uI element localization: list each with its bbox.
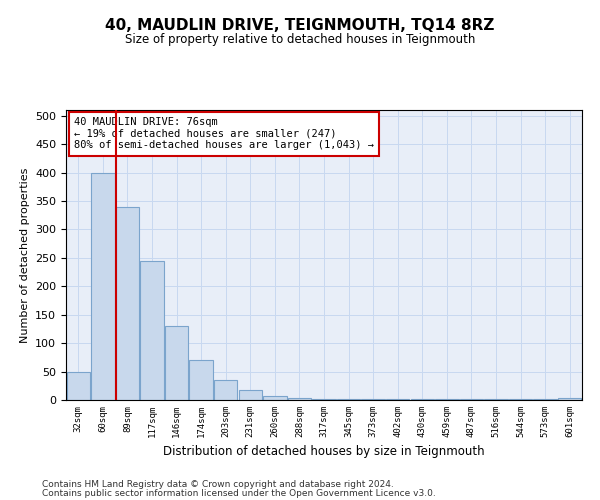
Bar bbox=[190, 360, 213, 400]
Text: Size of property relative to detached houses in Teignmouth: Size of property relative to detached ho… bbox=[125, 32, 475, 46]
Y-axis label: Number of detached properties: Number of detached properties bbox=[20, 168, 29, 342]
Bar bbox=[91, 172, 115, 400]
Bar bbox=[239, 390, 262, 400]
Text: 40 MAUDLIN DRIVE: 76sqm
← 19% of detached houses are smaller (247)
80% of semi-d: 40 MAUDLIN DRIVE: 76sqm ← 19% of detache… bbox=[74, 117, 374, 150]
Bar bbox=[140, 260, 164, 400]
Text: Contains HM Land Registry data © Crown copyright and database right 2024.: Contains HM Land Registry data © Crown c… bbox=[42, 480, 394, 489]
Bar bbox=[116, 206, 139, 400]
Bar bbox=[313, 399, 335, 400]
Bar bbox=[67, 372, 90, 400]
Bar bbox=[288, 398, 311, 400]
Bar bbox=[165, 326, 188, 400]
Bar bbox=[263, 396, 287, 400]
Text: 40, MAUDLIN DRIVE, TEIGNMOUTH, TQ14 8RZ: 40, MAUDLIN DRIVE, TEIGNMOUTH, TQ14 8RZ bbox=[106, 18, 494, 32]
Bar bbox=[214, 380, 238, 400]
Text: Contains public sector information licensed under the Open Government Licence v3: Contains public sector information licen… bbox=[42, 489, 436, 498]
Bar bbox=[558, 398, 581, 400]
X-axis label: Distribution of detached houses by size in Teignmouth: Distribution of detached houses by size … bbox=[163, 446, 485, 458]
